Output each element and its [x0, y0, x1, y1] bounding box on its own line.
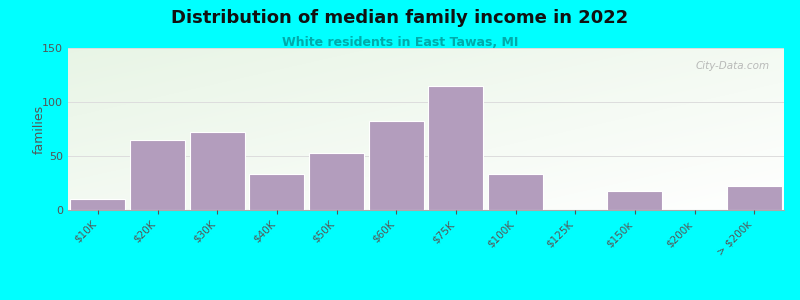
Bar — [428, 86, 483, 210]
Bar — [70, 199, 126, 210]
Bar — [190, 132, 245, 210]
Text: Distribution of median family income in 2022: Distribution of median family income in … — [171, 9, 629, 27]
Bar — [369, 122, 424, 210]
Bar — [607, 190, 662, 210]
Bar — [488, 174, 543, 210]
Y-axis label: families: families — [33, 104, 46, 154]
Text: City-Data.com: City-Data.com — [695, 61, 770, 71]
Bar — [250, 174, 304, 210]
Bar — [726, 186, 782, 210]
Bar — [130, 140, 185, 210]
Text: White residents in East Tawas, MI: White residents in East Tawas, MI — [282, 36, 518, 49]
Bar — [309, 153, 364, 210]
